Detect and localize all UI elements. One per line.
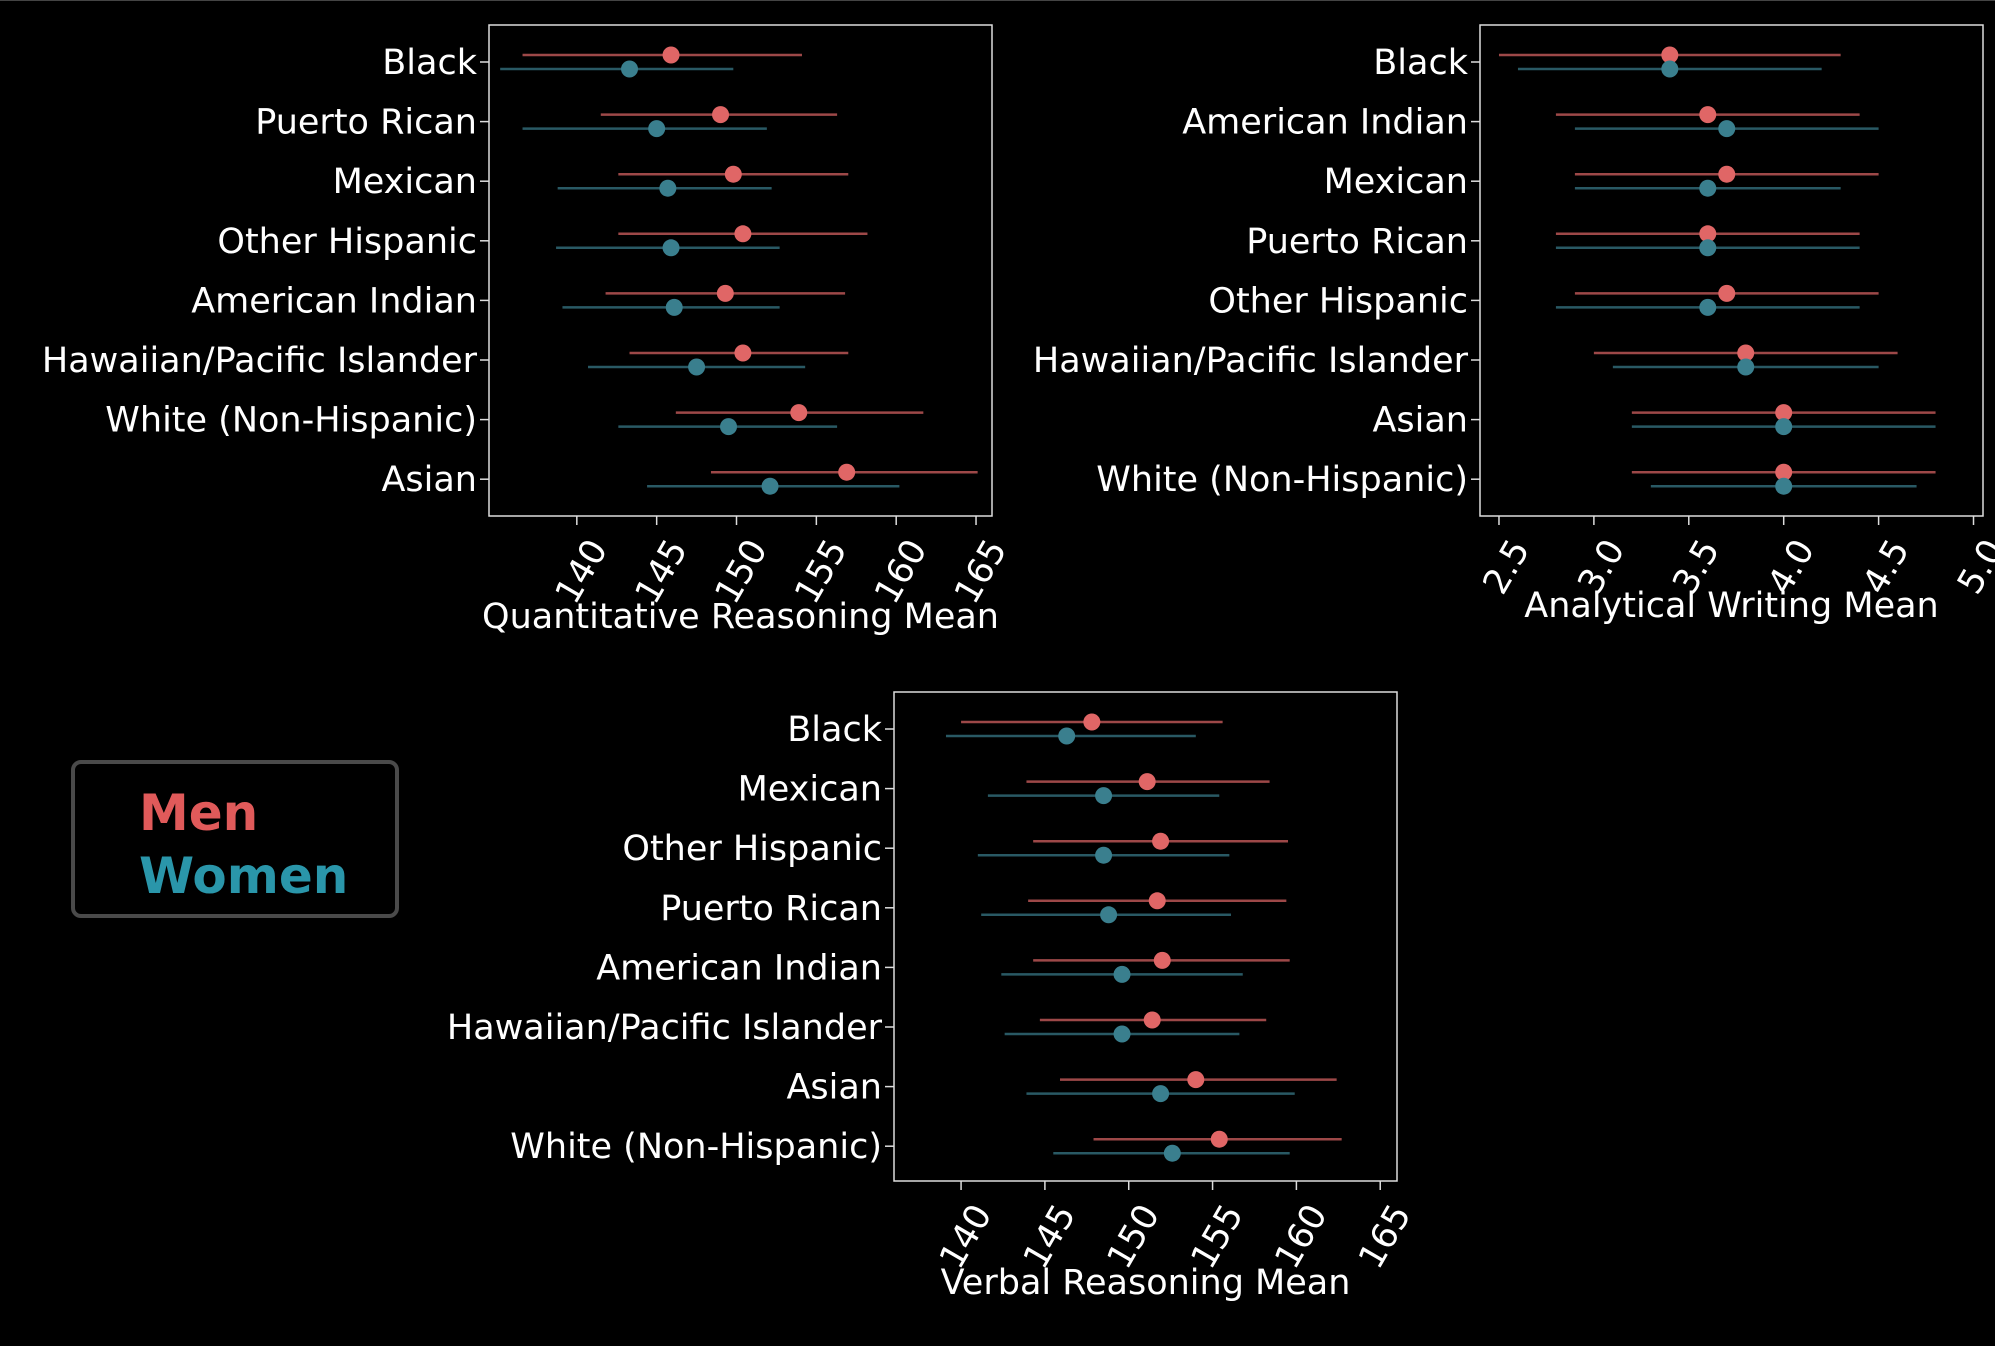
y-tick-label: American Indian — [1182, 103, 1468, 143]
point-women — [1718, 120, 1736, 138]
y-tick-label: Puerto Rican — [660, 889, 882, 929]
point-men — [790, 404, 808, 422]
point-women — [1699, 179, 1717, 197]
point-women — [1100, 906, 1118, 924]
point-men — [1699, 225, 1717, 243]
y-tick-label: American Indian — [596, 948, 882, 988]
y-tick-label: Other Hispanic — [622, 829, 882, 869]
chart-verbal: Black Mexican Other Hispanic Puerto Rican Am… — [447, 691, 1420, 1303]
y-tick-label: Puerto Rican — [1246, 222, 1468, 262]
point-women — [662, 239, 680, 257]
point-women — [1163, 1144, 1181, 1162]
point-women — [659, 179, 677, 197]
point-men — [734, 225, 752, 243]
y-tick-label: Asian — [381, 460, 477, 500]
y-tick-label: Other Hispanic — [217, 222, 477, 262]
chart-writing: Black American Indian Mexican Puerto Rican O… — [1033, 24, 1995, 626]
legend: Men Women — [71, 760, 399, 918]
point-women — [1775, 477, 1793, 495]
y-tick-label: Puerto Rican — [255, 103, 477, 143]
plot-frame — [488, 24, 993, 517]
x-tick-label: 5.0 — [1950, 533, 1995, 601]
point-men — [716, 284, 734, 302]
point-women — [1113, 965, 1131, 983]
x-tick-label: 165 — [1351, 1198, 1419, 1276]
plot-frame — [1479, 24, 1984, 517]
point-men — [1153, 951, 1171, 969]
point-men — [1775, 463, 1793, 481]
point-women — [1058, 727, 1076, 745]
point-men — [1143, 1011, 1161, 1029]
y-tick-label: Mexican — [738, 770, 882, 810]
y-tick-label: Hawaiian/Pacific Islander — [447, 1008, 883, 1048]
y-tick-label: Hawaiian/Pacific Islander — [42, 341, 478, 381]
point-women — [1699, 298, 1717, 316]
point-women — [621, 60, 639, 78]
point-women — [1152, 1085, 1170, 1103]
point-women — [1095, 787, 1113, 805]
point-men — [1718, 165, 1736, 183]
y-tick-label: Black — [382, 43, 477, 83]
point-men — [1737, 344, 1755, 362]
point-men — [1083, 713, 1101, 731]
x-axis-label: Analytical Writing Mean — [1524, 586, 1938, 626]
chart-quant: Black Puerto Rican Mexican Other Hispanic Am… — [42, 24, 1015, 637]
point-men — [1152, 832, 1170, 850]
y-tick-label: Mexican — [333, 162, 477, 202]
y-tick-label: White (Non-Hispanic) — [510, 1127, 882, 1167]
point-women — [1661, 60, 1679, 78]
y-tick-label: Asian — [1372, 401, 1468, 441]
point-men — [1699, 106, 1717, 124]
y-tick-label: Hawaiian/Pacific Islander — [1033, 341, 1469, 381]
y-tick-label: Black — [787, 710, 882, 750]
point-men — [724, 165, 742, 183]
point-men — [734, 344, 752, 362]
legend-men-label: Men — [139, 784, 259, 842]
point-men — [1187, 1071, 1205, 1089]
point-women — [648, 120, 666, 138]
point-men — [1138, 773, 1156, 791]
y-tick-label: Black — [1373, 43, 1468, 83]
point-men — [1148, 892, 1166, 910]
y-tick-label: Mexican — [1324, 162, 1468, 202]
point-men — [1661, 46, 1679, 64]
y-tick-label: Other Hispanic — [1208, 281, 1468, 321]
point-men — [662, 46, 680, 64]
point-women — [1737, 358, 1755, 376]
point-women — [1113, 1025, 1131, 1043]
y-tick-label: Asian — [786, 1068, 882, 1108]
point-women — [688, 358, 706, 376]
x-axis-label: Verbal Reasoning Mean — [941, 1263, 1351, 1303]
point-women — [665, 298, 683, 316]
plot-frame — [893, 691, 1398, 1182]
y-tick-label: American Indian — [191, 281, 477, 321]
y-tick-label: White (Non-Hispanic) — [1096, 460, 1468, 500]
y-tick-label: White (Non-Hispanic) — [105, 401, 477, 441]
point-women — [720, 418, 738, 436]
point-men — [1718, 284, 1736, 302]
point-women — [1775, 418, 1793, 436]
point-women — [1095, 846, 1113, 864]
point-men — [712, 106, 730, 124]
x-axis-label: Quantitative Reasoning Mean — [482, 597, 999, 637]
point-men — [838, 463, 856, 481]
point-men — [1775, 404, 1793, 422]
point-women — [1699, 239, 1717, 257]
point-women — [761, 477, 779, 495]
legend-women-label: Women — [139, 847, 349, 905]
point-men — [1210, 1130, 1228, 1148]
top-border — [0, 0, 1995, 1]
